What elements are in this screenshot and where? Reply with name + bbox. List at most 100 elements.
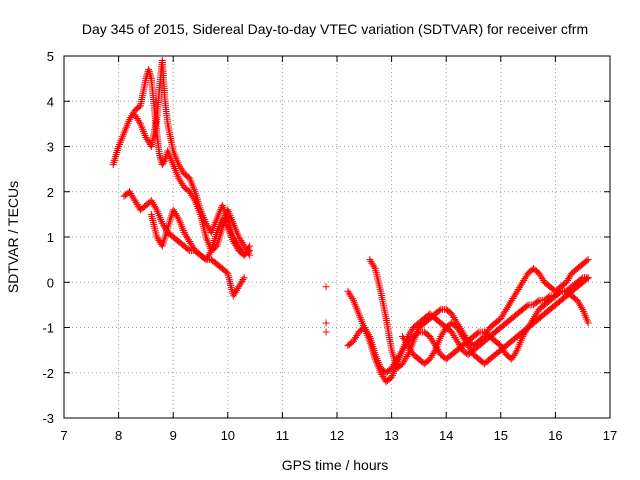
data-marks (109, 57, 592, 386)
data-point (203, 254, 211, 262)
data-point (455, 327, 463, 335)
data-point (180, 228, 188, 236)
data-point (461, 336, 469, 344)
data-point (400, 358, 408, 366)
data-point (451, 333, 459, 341)
data-point (160, 158, 168, 166)
data-point (463, 340, 471, 348)
data-point (132, 199, 140, 207)
data-point (428, 352, 436, 360)
data-point (369, 261, 377, 269)
data-point (177, 164, 185, 172)
data-point (169, 206, 177, 214)
data-point (188, 241, 196, 249)
data-point (171, 209, 179, 217)
data-point (518, 280, 526, 288)
data-point (350, 335, 358, 343)
data-point (535, 269, 543, 277)
data-point (142, 133, 150, 141)
data-point (346, 291, 354, 299)
data-point (170, 208, 178, 216)
x-tick-label: 13 (384, 428, 398, 443)
data-point (202, 256, 210, 264)
data-point (426, 333, 434, 341)
data-point (218, 215, 226, 223)
data-point (577, 302, 585, 310)
data-point (508, 355, 516, 363)
data-point (146, 71, 154, 79)
data-point (512, 348, 520, 356)
data-point (159, 221, 167, 229)
data-point (158, 219, 166, 227)
data-point (131, 197, 139, 205)
data-point (204, 252, 212, 260)
data-point (186, 238, 194, 246)
data-point (503, 304, 511, 312)
data-point (231, 241, 239, 249)
data-point (504, 302, 512, 310)
data-point (184, 236, 192, 244)
data-point (135, 103, 143, 111)
data-point (240, 251, 248, 259)
data-point (450, 332, 458, 340)
data-point (181, 230, 189, 238)
data-point (148, 199, 156, 207)
data-point (399, 360, 407, 368)
data-point (130, 195, 138, 203)
data-point (368, 259, 376, 267)
data-point (429, 350, 437, 358)
data-point (344, 287, 352, 295)
data-point (246, 242, 254, 250)
data-point (566, 273, 574, 281)
data-point (380, 374, 388, 382)
data-point (511, 350, 519, 358)
data-point (143, 135, 151, 143)
data-point (562, 278, 570, 286)
data-point (364, 329, 372, 337)
data-point (448, 328, 456, 336)
data-point (449, 330, 457, 338)
data-point (538, 275, 546, 283)
data-point (401, 336, 409, 344)
data-point (402, 338, 410, 346)
data-point (450, 314, 458, 322)
data-point (242, 247, 250, 255)
data-point (126, 115, 134, 123)
data-point (205, 250, 213, 258)
data-point (365, 331, 373, 339)
data-point (150, 200, 158, 208)
data-point (189, 243, 197, 251)
data-point (206, 248, 214, 256)
data-point (427, 334, 435, 342)
data-point (537, 273, 545, 281)
data-point (237, 279, 245, 287)
data-point (435, 307, 443, 315)
data-point (427, 353, 435, 361)
data-point (508, 296, 516, 304)
series-track-h (399, 274, 592, 368)
data-point (219, 217, 227, 225)
data-point (532, 311, 540, 319)
data-point (397, 348, 405, 356)
data-point (345, 289, 353, 297)
data-point (172, 211, 180, 219)
data-point (466, 345, 474, 353)
y-tick-label: 2 (47, 185, 54, 200)
data-point (406, 345, 414, 353)
data-point (519, 278, 527, 286)
data-point (223, 222, 231, 230)
data-point (511, 291, 519, 299)
data-point (151, 202, 159, 210)
data-point (238, 277, 246, 285)
x-tick-label: 14 (439, 428, 453, 443)
data-point (453, 324, 461, 331)
data-point (449, 312, 457, 320)
data-point (235, 283, 243, 291)
x-tick-label: 11 (276, 428, 290, 443)
data-point (202, 219, 210, 227)
data-point (162, 154, 170, 162)
data-point (152, 204, 160, 212)
y-tick-label: 0 (47, 275, 54, 290)
data-point (349, 337, 357, 345)
